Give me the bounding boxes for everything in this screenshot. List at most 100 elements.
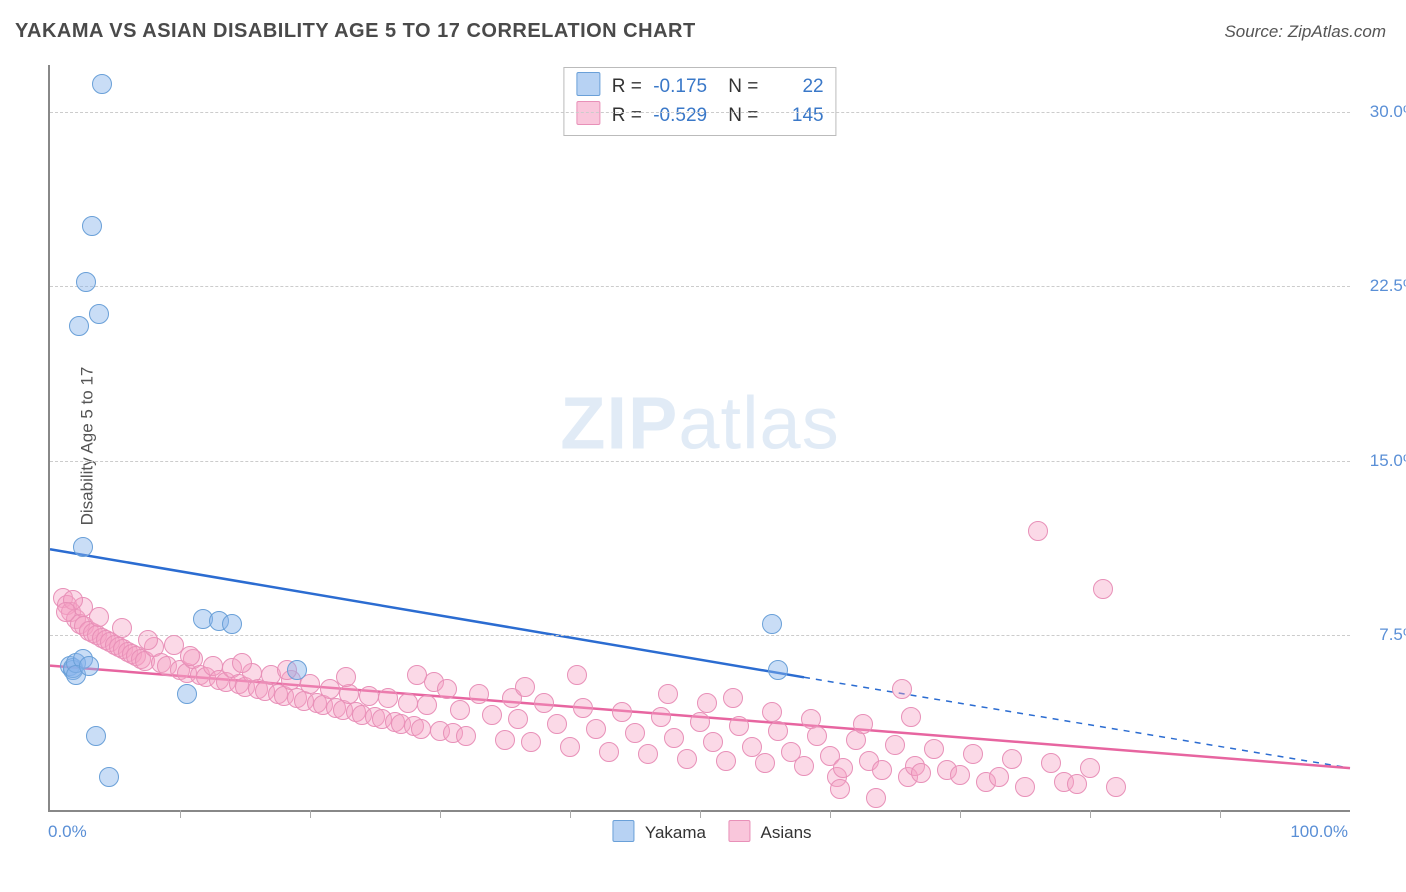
- swatch-blue-icon: [576, 72, 600, 96]
- data-point: [690, 712, 710, 732]
- data-point: [762, 614, 782, 634]
- data-point: [69, 316, 89, 336]
- data-point: [336, 667, 356, 687]
- data-point: [911, 763, 931, 783]
- tick-x: [1090, 810, 1091, 818]
- tick-x: [830, 810, 831, 818]
- tick-x: [180, 810, 181, 818]
- data-point: [359, 686, 379, 706]
- data-point: [612, 702, 632, 722]
- data-point: [92, 74, 112, 94]
- n-value-asians: 145: [764, 103, 824, 130]
- tick-x: [440, 810, 441, 818]
- data-point: [79, 656, 99, 676]
- data-point: [703, 732, 723, 752]
- stats-row-yakama: R = -0.175 N = 22: [576, 72, 823, 101]
- data-point: [76, 272, 96, 292]
- data-point: [697, 693, 717, 713]
- data-point: [716, 751, 736, 771]
- data-point: [112, 618, 132, 638]
- data-point: [547, 714, 567, 734]
- y-tick-label: 22.5%: [1358, 276, 1406, 296]
- data-point: [232, 653, 252, 673]
- data-point: [638, 744, 658, 764]
- swatch-pink-icon: [729, 820, 751, 842]
- data-point: [768, 721, 788, 741]
- data-point: [586, 719, 606, 739]
- data-point: [853, 714, 873, 734]
- data-point: [515, 677, 535, 697]
- data-point: [469, 684, 489, 704]
- data-point: [794, 756, 814, 776]
- data-point: [963, 744, 983, 764]
- data-point: [625, 723, 645, 743]
- trend-line-extrapolated: [804, 677, 1350, 768]
- gridline-h: [50, 112, 1350, 113]
- data-point: [651, 707, 671, 727]
- tick-x: [310, 810, 311, 818]
- data-point: [729, 716, 749, 736]
- data-point: [138, 630, 158, 650]
- data-point: [417, 695, 437, 715]
- data-point: [482, 705, 502, 725]
- data-point: [664, 728, 684, 748]
- data-point: [82, 216, 102, 236]
- y-tick-label: 15.0%: [1358, 451, 1406, 471]
- stats-row-asians: R = -0.529 N = 145: [576, 101, 823, 130]
- tick-x: [1220, 810, 1221, 818]
- y-tick-label: 30.0%: [1358, 102, 1406, 122]
- data-point: [723, 688, 743, 708]
- data-point: [866, 788, 886, 808]
- tick-x: [700, 810, 701, 818]
- data-point: [1067, 774, 1087, 794]
- data-point: [658, 684, 678, 704]
- chart-container: YAKAMA VS ASIAN DISABILITY AGE 5 TO 17 C…: [0, 0, 1406, 892]
- r-value-yakama: -0.175: [647, 74, 707, 101]
- data-point: [99, 767, 119, 787]
- data-point: [86, 726, 106, 746]
- data-point: [521, 732, 541, 752]
- legend-label-asians: Asians: [761, 823, 812, 842]
- data-point: [180, 646, 200, 666]
- chart-title: YAKAMA VS ASIAN DISABILITY AGE 5 TO 17 C…: [15, 20, 696, 43]
- data-point: [1015, 777, 1035, 797]
- data-point: [378, 688, 398, 708]
- data-point: [762, 702, 782, 722]
- r-value-asians: -0.529: [647, 103, 707, 130]
- data-point: [807, 726, 827, 746]
- gridline-h: [50, 286, 1350, 287]
- data-point: [407, 665, 427, 685]
- data-point: [1041, 753, 1061, 773]
- data-point: [567, 665, 587, 685]
- data-point: [450, 700, 470, 720]
- tick-x: [960, 810, 961, 818]
- data-point: [89, 304, 109, 324]
- gridline-h: [50, 635, 1350, 636]
- data-point: [73, 537, 93, 557]
- data-point: [1028, 521, 1048, 541]
- data-point: [901, 707, 921, 727]
- data-point: [56, 602, 76, 622]
- bottom-legend: Yakama Asians: [594, 820, 811, 843]
- stats-legend-box: R = -0.175 N = 22 R = -0.529 N = 145: [563, 67, 836, 136]
- data-point: [768, 660, 788, 680]
- data-point: [437, 679, 457, 699]
- data-point: [677, 749, 697, 769]
- x-tick-min: 0.0%: [48, 822, 87, 842]
- y-tick-label: 7.5%: [1358, 625, 1406, 645]
- data-point: [924, 739, 944, 759]
- swatch-pink-icon: [576, 101, 600, 125]
- data-point: [456, 726, 476, 746]
- data-point: [1093, 579, 1113, 599]
- data-point: [830, 779, 850, 799]
- data-point: [950, 765, 970, 785]
- data-point: [885, 735, 905, 755]
- data-point: [411, 719, 431, 739]
- plot-area: ZIPatlas R = -0.175 N = 22 R = -0.529 N …: [48, 65, 1350, 812]
- data-point: [534, 693, 554, 713]
- data-point: [573, 698, 593, 718]
- data-point: [989, 767, 1009, 787]
- data-point: [560, 737, 580, 757]
- data-point: [177, 684, 197, 704]
- data-point: [1080, 758, 1100, 778]
